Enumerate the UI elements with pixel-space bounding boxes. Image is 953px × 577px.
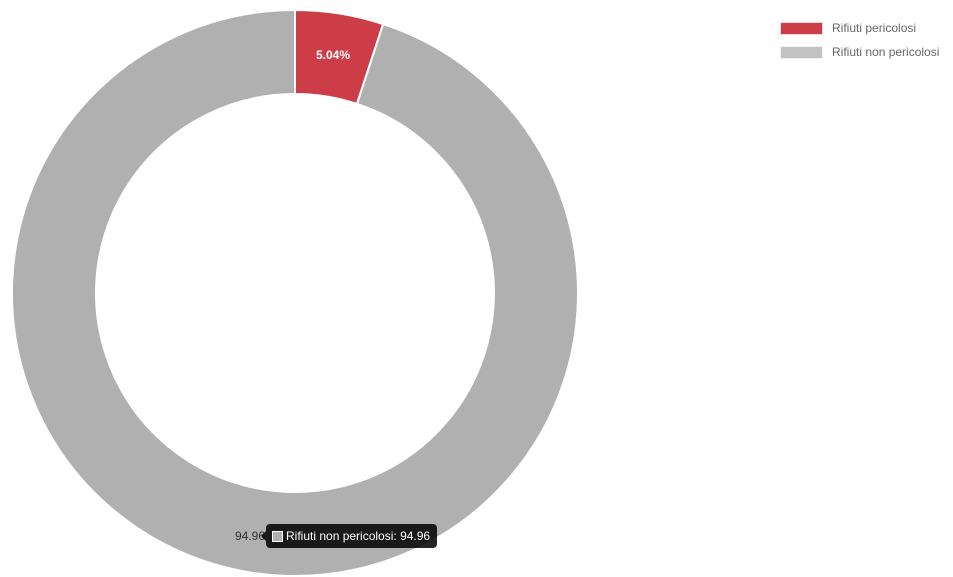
tooltip-text: Rifiuti non pericolosi: 94.96 [286, 529, 430, 543]
legend-item-rifiuti-pericolosi[interactable]: Rifiuti pericolosi [780, 20, 939, 36]
tooltip-separator: : [393, 529, 401, 543]
legend-item-rifiuti-non-pericolosi[interactable]: Rifiuti non pericolosi [780, 44, 939, 60]
legend-label-rifiuti-pericolosi: Rifiuti pericolosi [832, 21, 917, 35]
tooltip-label: Rifiuti non pericolosi [286, 529, 394, 543]
legend: Rifiuti pericolosi Rifiuti non pericolos… [780, 20, 939, 68]
tooltip: Rifiuti non pericolosi: 94.96 [260, 524, 438, 548]
legend-label-rifiuti-non-pericolosi: Rifiuti non pericolosi [832, 45, 940, 59]
tooltip-swatch [272, 530, 283, 542]
legend-swatch-rifiuti-pericolosi [780, 21, 823, 35]
slice-rifiuti-non-pericolosi[interactable] [11, 8, 579, 577]
data-label-rifiuti-pericolosi: 5.04% [316, 48, 350, 62]
tooltip-value: 94.96 [400, 529, 431, 543]
legend-swatch-rifiuti-non-pericolosi [780, 45, 823, 59]
data-label-rifiuti-non-pericolosi: 94.96 [235, 529, 265, 543]
